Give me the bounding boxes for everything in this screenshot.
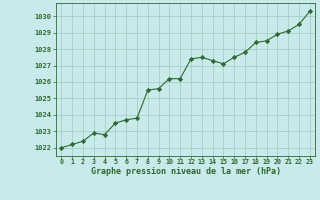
X-axis label: Graphe pression niveau de la mer (hPa): Graphe pression niveau de la mer (hPa) (91, 167, 281, 176)
